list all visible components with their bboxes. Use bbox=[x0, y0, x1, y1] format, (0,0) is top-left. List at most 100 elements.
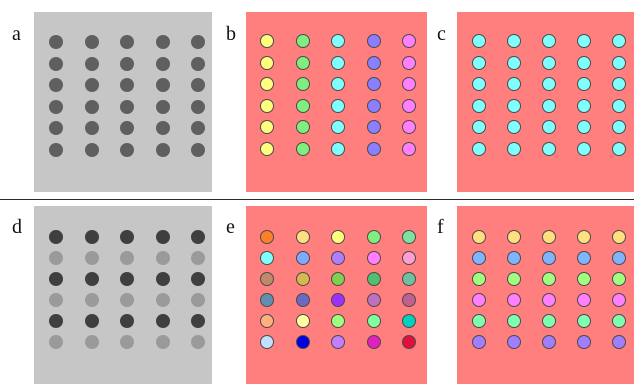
dot-a-r1-c4 bbox=[155, 35, 170, 49]
dot-b-r2-c3 bbox=[331, 55, 345, 70]
dot-b-r3-c2 bbox=[295, 77, 310, 91]
dot-e-r1-c4 bbox=[366, 230, 381, 244]
dot-d-r3-c1 bbox=[49, 272, 63, 286]
dot-d-r6-c2 bbox=[84, 335, 99, 349]
dot-c-r2-c4 bbox=[577, 55, 591, 70]
dot-d-r4-c2 bbox=[84, 293, 99, 307]
dot-f-r2-c2 bbox=[507, 251, 521, 265]
dot-f-r3-c1 bbox=[472, 272, 486, 286]
dot-c-r5-c2 bbox=[507, 120, 521, 134]
dot-b-r6-c1 bbox=[260, 141, 274, 156]
dot-c-r4-c5 bbox=[612, 98, 626, 113]
dot-a-r1-c3 bbox=[120, 35, 134, 49]
dot-d-r6-c5 bbox=[191, 335, 205, 349]
dot-b-r4-c2 bbox=[295, 98, 310, 113]
dot-e-r6-c3 bbox=[331, 335, 345, 349]
dot-c-r2-c2 bbox=[507, 55, 521, 70]
dot-a-r2-c4 bbox=[155, 56, 170, 71]
panel-b bbox=[246, 12, 427, 192]
dot-f-r3-c4 bbox=[577, 272, 591, 286]
dot-f-r2-c1 bbox=[472, 251, 486, 265]
dot-d-r5-c2 bbox=[84, 314, 99, 328]
dot-e-r5-c5 bbox=[402, 314, 416, 328]
dot-b-r1-c2 bbox=[295, 34, 310, 48]
dot-d-r5-c4 bbox=[155, 314, 170, 328]
dot-e-r3-c4 bbox=[366, 272, 381, 286]
dot-b-r1-c4 bbox=[366, 34, 381, 48]
dot-c-r5-c1 bbox=[472, 120, 486, 134]
panel-f bbox=[457, 206, 634, 384]
dot-c-r3-c1 bbox=[472, 77, 486, 91]
dot-a-r3-c2 bbox=[84, 78, 99, 92]
dot-f-r6-c4 bbox=[577, 335, 591, 349]
dot-f-r5-c2 bbox=[507, 314, 521, 328]
dot-d-r1-c2 bbox=[84, 230, 99, 244]
dot-b-r5-c2 bbox=[295, 120, 310, 134]
dot-b-r4-c4 bbox=[366, 98, 381, 113]
dot-f-r1-c2 bbox=[507, 230, 521, 244]
dot-d-r6-c1 bbox=[49, 335, 63, 349]
dot-d-r2-c3 bbox=[120, 251, 134, 265]
label-a: a bbox=[12, 23, 21, 45]
dot-a-r3-c3 bbox=[120, 78, 134, 92]
dot-d-r1-c3 bbox=[120, 230, 134, 244]
dot-c-r4-c1 bbox=[472, 98, 486, 113]
dot-c-r1-c4 bbox=[577, 34, 591, 48]
dot-e-r6-c2 bbox=[295, 335, 310, 349]
dot-a-r1-c2 bbox=[84, 35, 99, 49]
label-e: e bbox=[226, 216, 235, 238]
dot-a-r2-c1 bbox=[49, 56, 63, 71]
panel-a bbox=[34, 12, 212, 192]
dot-b-r5-c3 bbox=[331, 120, 345, 134]
dot-f-r5-c5 bbox=[612, 314, 626, 328]
dot-b-r5-c1 bbox=[260, 120, 274, 134]
dot-b-r1-c1 bbox=[260, 34, 274, 48]
dot-e-r5-c2 bbox=[295, 314, 310, 328]
dot-c-r3-c4 bbox=[577, 77, 591, 91]
dot-f-r6-c5 bbox=[612, 335, 626, 349]
dot-b-r6-c3 bbox=[331, 141, 345, 156]
dot-e-r1-c2 bbox=[295, 230, 310, 244]
dot-a-r6-c5 bbox=[191, 142, 205, 157]
dot-c-r1-c1 bbox=[472, 34, 486, 48]
label-f: f bbox=[437, 216, 444, 238]
dot-e-r4-c1 bbox=[260, 293, 274, 307]
dot-f-r3-c2 bbox=[507, 272, 521, 286]
dot-d-r5-c1 bbox=[49, 314, 63, 328]
dot-b-r3-c4 bbox=[366, 77, 381, 91]
dot-f-r6-c1 bbox=[472, 335, 486, 349]
dot-f-r5-c4 bbox=[577, 314, 591, 328]
dot-c-r3-c5 bbox=[612, 77, 626, 91]
dot-b-r6-c4 bbox=[366, 141, 381, 156]
dot-e-r6-c4 bbox=[366, 335, 381, 349]
dot-d-r1-c4 bbox=[155, 230, 170, 244]
dot-e-r1-c3 bbox=[331, 230, 345, 244]
label-b: b bbox=[226, 23, 236, 45]
dot-f-r2-c5 bbox=[612, 251, 626, 265]
dot-a-r5-c1 bbox=[49, 121, 63, 135]
dot-c-r1-c3 bbox=[542, 34, 556, 48]
dot-a-r4-c3 bbox=[120, 99, 134, 114]
dot-b-r5-c4 bbox=[366, 120, 381, 134]
dot-e-r1-c1 bbox=[260, 230, 274, 244]
dot-e-r4-c3 bbox=[331, 293, 345, 307]
dot-f-r5-c3 bbox=[542, 314, 556, 328]
dot-d-r5-c3 bbox=[120, 314, 134, 328]
dot-a-r4-c1 bbox=[49, 99, 63, 114]
dot-c-r6-c1 bbox=[472, 141, 486, 156]
dot-a-r6-c3 bbox=[120, 142, 134, 157]
dot-d-r3-c2 bbox=[84, 272, 99, 286]
dot-a-r6-c2 bbox=[84, 142, 99, 157]
dot-b-r2-c1 bbox=[260, 55, 274, 70]
dot-b-r3-c3 bbox=[331, 77, 345, 91]
dot-a-r6-c1 bbox=[49, 142, 63, 157]
panel-e bbox=[246, 206, 427, 384]
horizontal-divider bbox=[0, 199, 634, 200]
dot-a-r5-c5 bbox=[191, 121, 205, 135]
dot-f-r4-c1 bbox=[472, 293, 486, 307]
dot-b-r5-c5 bbox=[402, 120, 416, 134]
dot-a-r3-c4 bbox=[155, 78, 170, 92]
dot-e-r6-c1 bbox=[260, 335, 274, 349]
dot-b-r2-c2 bbox=[295, 55, 310, 70]
dot-b-r3-c5 bbox=[402, 77, 416, 91]
